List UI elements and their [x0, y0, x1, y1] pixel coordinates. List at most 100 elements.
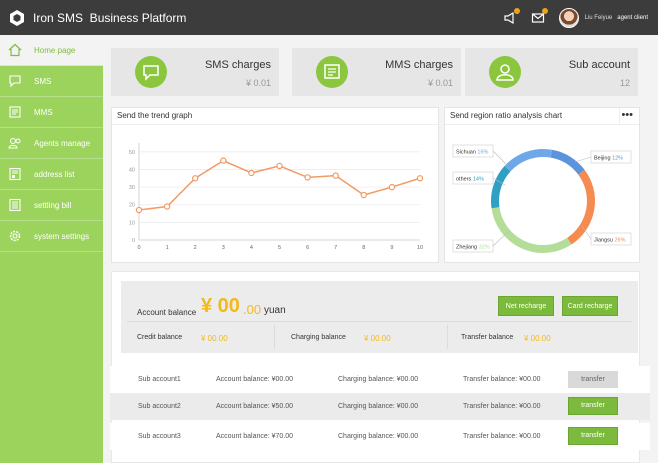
pie-label: Zhejiang 32%	[452, 230, 510, 253]
net-recharge-button[interactable]: Net recharge	[498, 296, 554, 316]
announcement-icon[interactable]	[503, 7, 520, 25]
sub-account-name: Sub account1	[138, 376, 181, 383]
sidebar-item-label: MMS	[34, 107, 53, 117]
chat-icon	[135, 56, 167, 88]
sub-charging-balance: Charging balance: ¥00.00	[338, 433, 419, 440]
sub-transfer-balance: Transfer balance: ¥00.00	[463, 433, 541, 440]
sub-account-card: Sub account 12	[465, 48, 638, 96]
more-button[interactable]: •••	[619, 108, 639, 124]
sidebar-item-label: SMS	[34, 76, 52, 86]
top-bar: Iron SMS Business Platform Liu Feiyue ag…	[0, 0, 658, 35]
sub-charging-balance: Charging balance: ¥00.00	[338, 376, 419, 383]
bill-icon	[9, 198, 21, 212]
y-tick-label: 50	[129, 150, 135, 156]
slice-name: Beijing	[594, 156, 612, 162]
slice-name: Zhejiang	[456, 245, 479, 251]
x-tick-label: 1	[166, 245, 169, 251]
y-tick-label: 0	[132, 238, 135, 244]
data-point	[388, 183, 396, 191]
divider	[274, 325, 275, 349]
card-recharge-button[interactable]: Card recharge	[562, 296, 618, 316]
message-icon	[9, 106, 21, 118]
main-content: SMS charges ¥ 0.01 MMS charges ¥ 0.01 Su…	[103, 35, 658, 463]
sub-charging-balance: Charging balance: ¥00.00	[338, 403, 419, 410]
x-tick-label: 5	[278, 245, 281, 251]
sub-transfer-balance: Transfer balance: ¥00.00	[463, 403, 541, 410]
mail-icon[interactable]	[531, 7, 548, 25]
data-point	[332, 172, 339, 179]
data-point	[304, 174, 311, 181]
card-value: ¥ 0.01	[427, 78, 453, 88]
notification-dot	[541, 7, 548, 14]
pie-label-text: Sichuan 16%	[456, 150, 489, 156]
transfer-button[interactable]: transfer	[568, 371, 618, 388]
data-point	[191, 175, 199, 182]
logo-icon	[8, 9, 26, 27]
mms-charges-card: MMS charges ¥ 0.01	[292, 48, 461, 96]
pie-slice	[491, 206, 572, 253]
transfer-button[interactable]: transfer	[568, 397, 618, 415]
sidebar-item-sms[interactable]: SMS	[0, 66, 103, 97]
table-row: Sub account2 Account balance: ¥50.00 Cha…	[110, 393, 650, 420]
balance-unit: yuan	[264, 305, 286, 316]
y-tick-label: 20	[129, 203, 135, 209]
card-value: 12	[619, 78, 630, 88]
avatar[interactable]	[558, 7, 579, 28]
data-point	[135, 206, 143, 214]
x-tick-label: 2	[194, 245, 197, 251]
pie-label-text: Jiangsu 26%	[594, 238, 626, 244]
credit-balance-value: ¥ 00.00	[201, 334, 228, 343]
sidebar-item-label: Home page	[34, 45, 76, 55]
y-tick-label: 10	[129, 220, 135, 226]
pie-label: Sichuan 16%	[452, 144, 508, 166]
pie-label: Jiangsu 26%	[580, 224, 632, 246]
region-title: Send region ratio analysis chart	[445, 108, 639, 125]
user-role: agent client	[617, 14, 648, 21]
slice-pct: 32%	[479, 245, 490, 251]
sidebar-item-mms[interactable]: MMS	[0, 97, 103, 128]
home-icon	[8, 43, 22, 57]
chat-icon	[9, 75, 21, 88]
y-tick-label: 40	[129, 167, 135, 173]
sidebar-item-system-settings[interactable]: system settings	[0, 221, 103, 252]
pie-label: Beijing 12%	[574, 150, 632, 164]
data-point	[276, 162, 283, 170]
data-point	[416, 175, 424, 182]
pie-label-text: others 14%	[456, 177, 484, 183]
x-tick-label: 7	[334, 245, 337, 251]
sub-account-name: Sub account3	[138, 433, 181, 440]
x-tick-label: 4	[250, 245, 253, 251]
pie-slice	[566, 169, 595, 245]
data-point	[220, 157, 227, 164]
slice-name: others	[456, 177, 473, 183]
book-icon	[9, 167, 21, 181]
sub-account-balance: Account balance: ¥50.00	[216, 403, 294, 410]
data-point	[360, 191, 367, 199]
sidebar-item-label: system settings	[34, 231, 90, 241]
pie-label-line	[492, 177, 506, 186]
card-title: Sub account	[568, 59, 630, 71]
data-point	[163, 203, 171, 210]
region-panel: Send region ratio analysis chart ••• Sic…	[444, 107, 640, 263]
x-tick-label: 10	[417, 245, 423, 251]
pie-slice	[504, 149, 553, 172]
pie-label-text: Zhejiang 32%	[456, 245, 490, 251]
sidebar-item-agents[interactable]: Agents manage	[0, 128, 103, 159]
sidebar-item-address-list[interactable]: address list	[0, 159, 103, 190]
slice-pct: 16%	[477, 150, 488, 156]
sms-charges-card: SMS charges ¥ 0.01	[111, 48, 279, 96]
transfer-balance-value: ¥ 00.00	[524, 334, 551, 343]
user-name[interactable]: Liu Feiyue	[584, 14, 613, 21]
transfer-button[interactable]: transfer	[568, 427, 618, 445]
sidebar-item-home[interactable]: Home page	[0, 35, 103, 66]
account-balance-box: Account balance ¥ 00 .00 yuan Net rechar…	[121, 281, 638, 353]
sidebar-item-settling-bill[interactable]: settling bill	[0, 190, 103, 221]
pie-label-line	[574, 156, 592, 163]
pie-slice	[550, 149, 585, 175]
balance-amount: ¥ 00	[201, 295, 240, 317]
card-value: ¥ 0.01	[245, 78, 271, 88]
table-row: Sub account3 Account balance: ¥70.00 Cha…	[110, 423, 650, 450]
balance-decimal: .00	[243, 302, 262, 317]
charging-balance-label: Charging balance	[291, 334, 346, 341]
pie-slice	[491, 165, 511, 209]
